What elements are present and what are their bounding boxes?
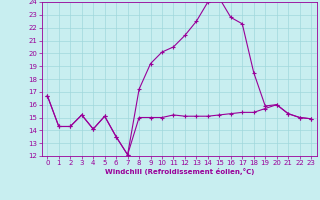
X-axis label: Windchill (Refroidissement éolien,°C): Windchill (Refroidissement éolien,°C) bbox=[105, 168, 254, 175]
